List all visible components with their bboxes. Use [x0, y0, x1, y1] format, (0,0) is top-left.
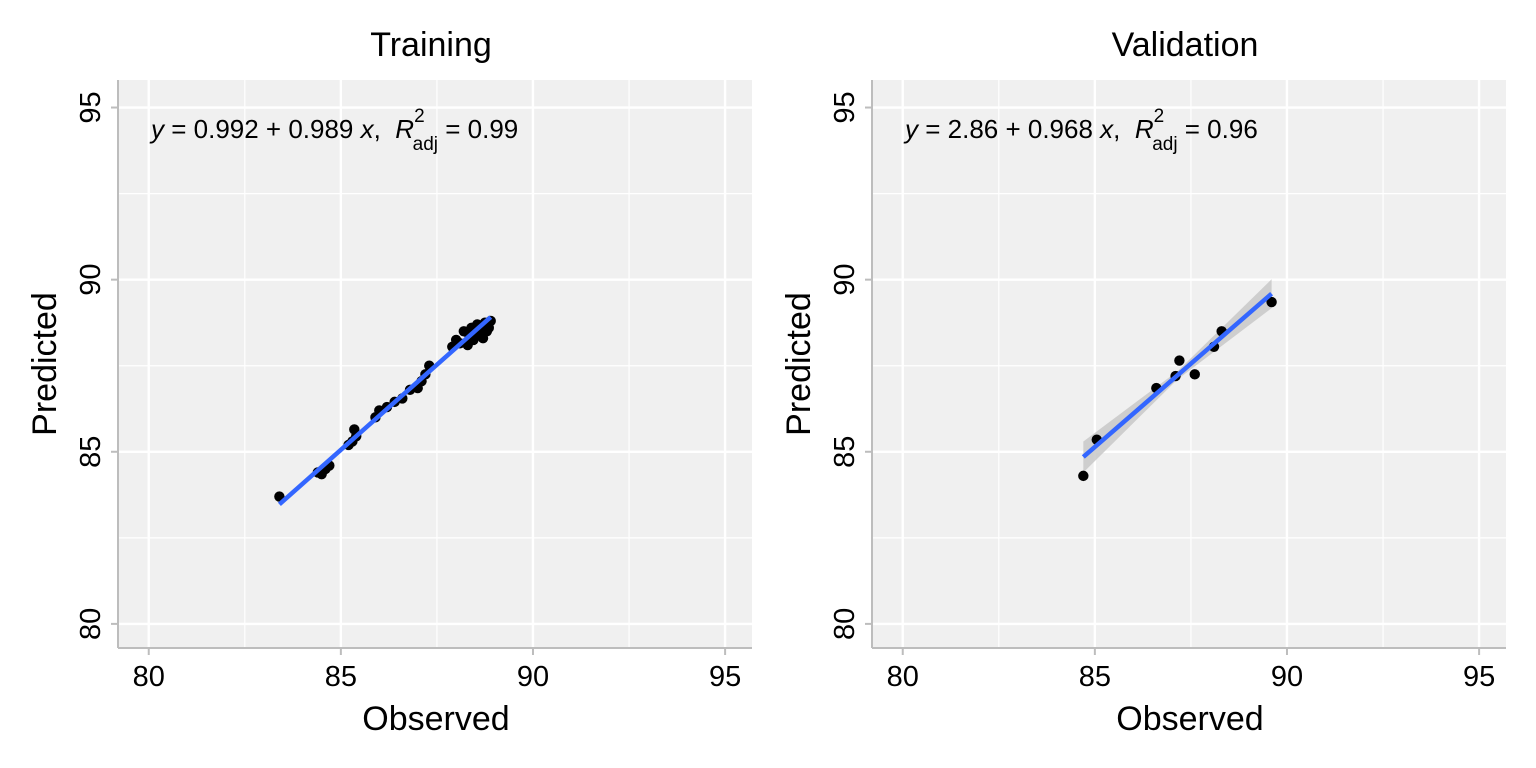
- validation-panel: Validation 80 85 90 95 80 85 90 95 y = 2.86 + 0…: [780, 26, 1506, 738]
- y-tick-label: 85: [75, 436, 107, 468]
- x-tick-label: 90: [517, 661, 549, 693]
- x-tick-label: 90: [1271, 661, 1303, 693]
- gridlines: [118, 80, 752, 648]
- y-axis-label: Predicted: [780, 292, 818, 436]
- regression-line: [1081, 291, 1274, 459]
- x-tick-label: 85: [325, 661, 357, 693]
- fit-line: [1081, 291, 1274, 459]
- x-axis-label: Observed: [1116, 700, 1263, 738]
- x-axis-label: Observed: [362, 700, 509, 738]
- data-point: [1189, 369, 1200, 380]
- panel-title: Validation: [1112, 26, 1259, 64]
- x-tick-label: 85: [1079, 661, 1111, 693]
- regression-line: [277, 315, 493, 506]
- x-tick-label: 80: [887, 661, 919, 693]
- x-tick-label: 95: [709, 661, 741, 693]
- y-tick-label: 80: [829, 608, 861, 640]
- x-tick-label: 95: [1463, 661, 1495, 693]
- panel-title: Training: [370, 26, 492, 64]
- y-axis-label: Predicted: [26, 292, 64, 436]
- data-point: [349, 424, 360, 435]
- data-point: [1174, 355, 1185, 366]
- fit-line: [277, 315, 493, 506]
- gridlines: [872, 80, 1506, 648]
- equation-annotation: y = 2.86 + 0.968 x, R2 adj = 0.96: [903, 106, 1258, 155]
- x-tick-label: 80: [133, 661, 165, 693]
- axes: 80 85 90 95 80 85 90 95: [829, 80, 1506, 693]
- training-panel: Training 80 85 90 95 80 85 90 95 y = 0.992 + 0.…: [26, 26, 752, 738]
- y-tick-label: 80: [75, 608, 107, 640]
- data-point: [1266, 296, 1277, 308]
- y-tick-label: 90: [829, 264, 861, 296]
- data-point: [1078, 470, 1089, 482]
- y-tick-label: 85: [829, 436, 861, 468]
- y-tick-label: 95: [829, 91, 861, 123]
- axes: 80 85 90 95 80 85 90 95: [75, 80, 752, 693]
- y-tick-label: 95: [75, 91, 107, 123]
- y-tick-label: 90: [75, 264, 107, 296]
- equation-annotation: y = 0.992 + 0.989 x, R2 adj = 0.99: [149, 106, 518, 155]
